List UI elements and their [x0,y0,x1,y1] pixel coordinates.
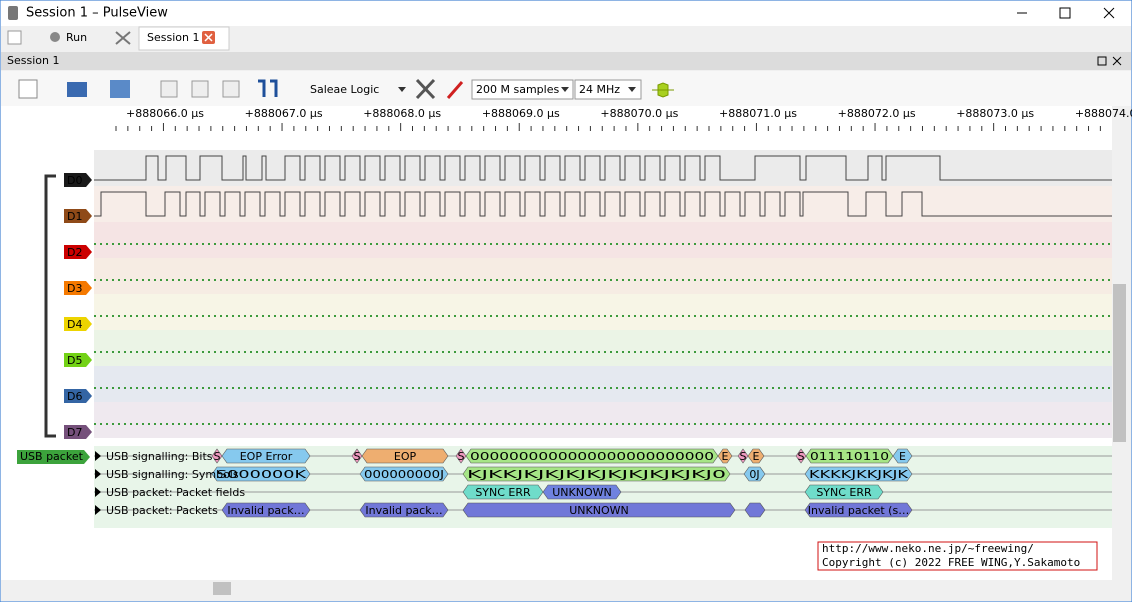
channel-label[interactable]: D6 [67,390,82,403]
decoder-row-label: USB signalling: Symbols [106,468,239,481]
horizontal-scrollbar[interactable] [94,580,1112,597]
rate-value: 24 MHz [579,83,620,96]
window-title: Session 1 – PulseView [26,6,168,21]
channel-label[interactable]: D3 [67,282,82,295]
ruler-label: +888072.0 µs [838,107,916,120]
run-button[interactable]: Run [66,31,87,44]
zoom-fit[interactable] [223,81,239,97]
channel-background [94,366,1112,402]
ruler-label: +888070.0 µs [600,107,678,120]
zoom-out[interactable] [192,81,208,97]
channel-label[interactable]: D2 [67,246,82,259]
session-tab-label[interactable]: Session 1 [147,31,199,44]
ruler-label: +888071.0 µs [719,107,797,120]
ruler-label: +888066.0 µs [126,107,204,120]
channel-background [94,258,1112,294]
annotation-text: 000000000J [364,468,444,481]
annotation-text: S [740,450,747,463]
channel-label[interactable]: D1 [67,210,82,223]
annotation-text: Invalid pack… [365,504,442,517]
decoder-row-label: USB signalling: Bits [106,450,213,463]
footer-copyright: Copyright (c) 2022 FREE WING,Y.Sakamoto [822,556,1080,569]
app-icon [8,6,18,20]
annotation-text: EOP [394,450,417,463]
channel-label[interactable]: D0 [67,174,82,187]
zoom-in[interactable] [161,81,177,97]
annotation-text: EOP Error [240,450,293,463]
decoder-row-label: USB packet: Packets [106,504,218,517]
new-session[interactable] [19,80,37,98]
decoder-name[interactable]: USB packet [20,450,84,463]
channel-background [94,150,1112,186]
annotation-text: UNKNOWN [552,486,612,499]
annotation-text: Invalid pack… [227,504,304,517]
ruler-label: +888069.0 µs [482,107,560,120]
channel-label[interactable]: D4 [67,318,82,331]
device-select[interactable]: Saleae Logic [310,83,379,96]
annotation-text: E [722,450,729,463]
samples-value: 200 M samples [476,83,559,96]
ruler-label: +888067.0 µs [245,107,323,120]
traces: D0 D1 D2 D3 D4 D5 D6 D7 [64,150,1112,439]
run-icon[interactable] [50,32,60,42]
horizontal-scroll-thumb[interactable] [213,582,231,595]
annotation-text: UNKNOWN [569,504,629,517]
annotation-text: Invalid packet (s… [808,504,909,517]
annotation-text: SYNC ERR [816,486,872,499]
channel-background [94,402,1112,438]
save-button[interactable] [110,80,130,98]
annotation-text: 0J [749,468,759,481]
channel-background [94,330,1112,366]
annotation-text: S [354,450,361,463]
session-title: Session 1 [7,54,59,67]
annotation-text: KKKKJKKJKJK [809,468,909,481]
channel-background [94,294,1112,330]
decoder-row-label: USB packet: Packet fields [106,486,245,499]
annotation-text: SYNC ERR [475,486,531,499]
annotation-text: 0000000000000000000000000 [470,450,714,463]
annotation-text: S [798,450,805,463]
ruler-label: +888074.0 µs [1075,107,1132,120]
channel-background [94,222,1112,258]
channel-label[interactable]: D7 [67,426,82,439]
ruler-label: +888068.0 µs [363,107,441,120]
channel-label[interactable]: D5 [67,354,82,367]
channel-background [94,186,1112,222]
annotation-text: S [214,450,221,463]
annotation-text: 011110110 [810,450,889,463]
annotation-text: S [458,450,465,463]
vertical-scroll-thumb[interactable] [1113,284,1126,442]
footer-url: http://www.neko.ne.jp/~freewing/ [822,542,1034,555]
title-bar [1,1,1131,26]
annotation-text: E [753,450,760,463]
annotation-text: E [899,450,906,463]
annotation-text: KJKKJKJKJKJKJKJKJKJKJKJ0 [467,468,726,481]
session-header [1,52,1131,70]
ruler-label: +888073.0 µs [956,107,1034,120]
open-button[interactable] [67,82,87,97]
new-button[interactable] [8,31,21,44]
